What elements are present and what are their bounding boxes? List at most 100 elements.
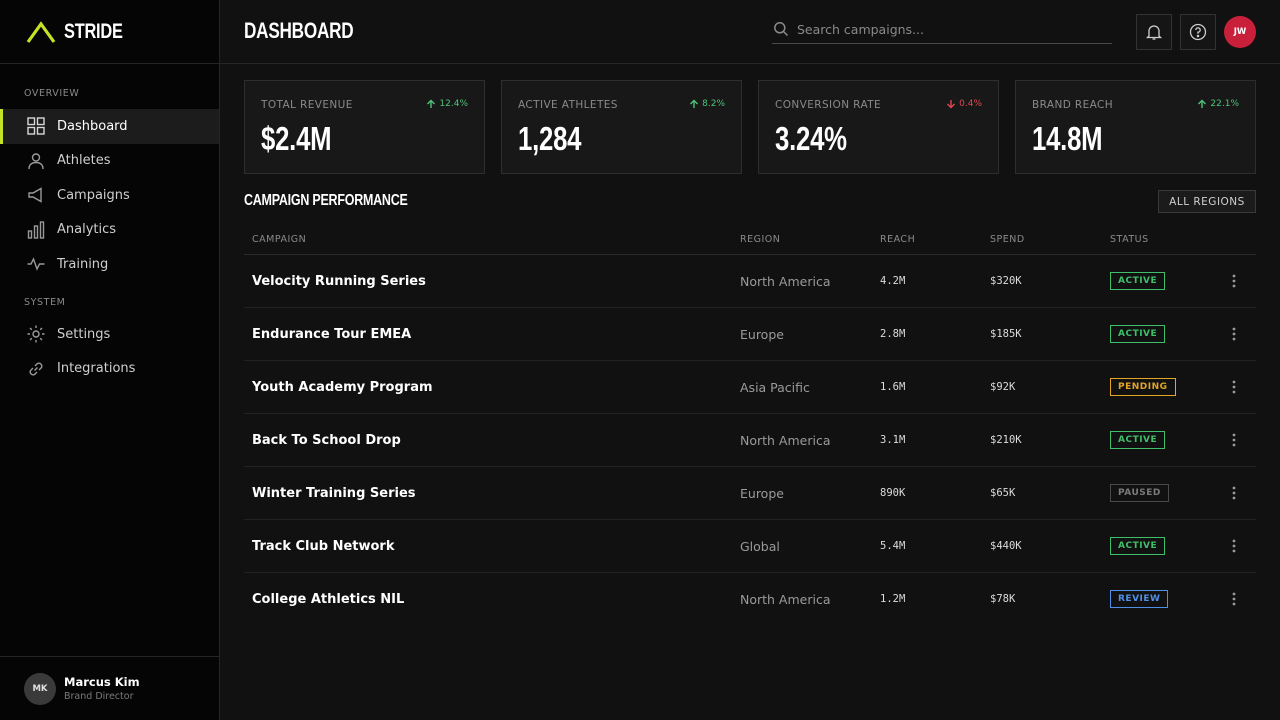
notifications-button[interactable]	[1136, 14, 1172, 50]
status-badge: ACTIVE	[1110, 431, 1166, 449]
campaign-name[interactable]: Youth Academy Program	[252, 379, 433, 395]
table-row[interactable]: College Athletics NIL North America 1.2M $7…	[244, 573, 1256, 626]
row-menu-button[interactable]	[1224, 361, 1244, 413]
table-header: CAMPAIGN REGION REACH SPEND STATUS	[244, 228, 1256, 255]
kpi-label: CONVERSION RATE	[775, 99, 882, 111]
campaign-spend: $65K	[990, 487, 1016, 499]
campaign-table: CAMPAIGN REGION REACH SPEND STATUS Veloc…	[244, 228, 1256, 626]
nav-section-overview: OVERVIEW	[24, 88, 80, 99]
bell-icon	[1145, 25, 1163, 40]
kpi-trend-value: 0.4%	[959, 99, 982, 109]
row-menu-button[interactable]	[1224, 467, 1244, 519]
kpi-trend-value: 12.4%	[439, 99, 468, 109]
column-header-campaign[interactable]: CAMPAIGN	[252, 234, 307, 245]
arrow-up-icon	[690, 99, 699, 108]
stride-logo-icon	[26, 20, 56, 43]
kpi-card-total-revenue[interactable]: TOTAL REVENUE 12.4% $2.4M	[244, 80, 485, 174]
current-user[interactable]: MK Marcus Kim Brand Director	[0, 656, 219, 720]
sidebar-item-label: Settings	[57, 326, 111, 342]
table-row[interactable]: Winter Training Series Europe 890K $65K PAUS…	[244, 467, 1256, 520]
dashboard-grid-icon	[27, 117, 45, 135]
status-badge: ACTIVE	[1110, 537, 1166, 555]
profile-avatar[interactable]: JW	[1224, 16, 1256, 48]
pulse-icon	[27, 257, 45, 272]
sidebar-item-campaigns[interactable]: Campaigns	[0, 178, 219, 213]
region-filter-button[interactable]: ALL REGIONS	[1158, 190, 1256, 213]
sidebar-item-dashboard[interactable]: Dashboard	[0, 109, 219, 144]
kpi-card-brand-reach[interactable]: BRAND REACH 22.1% 14.8M	[1015, 80, 1256, 174]
sidebar-item-settings[interactable]: Settings	[0, 317, 219, 352]
kpi-cards: TOTAL REVENUE 12.4% $2.4M ACTIVE ATHLETE…	[244, 80, 1256, 174]
row-menu-button[interactable]	[1224, 414, 1244, 466]
arrow-down-icon	[947, 100, 956, 109]
campaign-spend: $320K	[990, 275, 1022, 287]
status-badge: ACTIVE	[1110, 325, 1166, 343]
sidebar-item-label: Dashboard	[57, 118, 128, 134]
sidebar-item-athletes[interactable]: Athletes	[0, 144, 219, 179]
table-row[interactable]: Endurance Tour EMEA Europe 2.8M $185K ACTIVE	[244, 308, 1256, 361]
help-button[interactable]	[1180, 14, 1216, 50]
row-menu-button[interactable]	[1224, 573, 1244, 625]
column-header-reach[interactable]: REACH	[880, 234, 916, 245]
arrow-up-icon	[427, 99, 436, 108]
status-badge: ACTIVE	[1110, 272, 1166, 290]
kpi-trend: 0.4%	[946, 99, 982, 109]
column-header-spend[interactable]: SPEND	[990, 234, 1025, 245]
row-menu-button[interactable]	[1224, 520, 1244, 572]
kpi-card-conversion-rate[interactable]: CONVERSION RATE 0.4% 3.24%	[758, 80, 999, 174]
sidebar-item-analytics[interactable]: Analytics	[0, 213, 219, 248]
system-nav: Settings Integrations	[0, 317, 219, 386]
campaign-reach: 3.1M	[880, 434, 906, 446]
kpi-trend: 22.1%	[1197, 99, 1239, 109]
campaign-spend: $78K	[990, 593, 1016, 605]
table-row[interactable]: Back To School Drop North America 3.1M $210…	[244, 414, 1256, 467]
gear-icon	[27, 325, 45, 343]
nav-section-system: SYSTEM	[24, 297, 66, 308]
more-vertical-icon	[1232, 327, 1236, 341]
kpi-value: 3.24%	[775, 120, 847, 157]
page-title: DASHBOARD	[244, 18, 354, 43]
campaign-name[interactable]: Back To School Drop	[252, 432, 401, 448]
table-row[interactable]: Youth Academy Program Asia Pacific 1.6M $92…	[244, 361, 1256, 414]
campaign-region: North America	[740, 591, 831, 607]
status-cell: ACTIVE	[1110, 520, 1166, 572]
status-cell: REVIEW	[1110, 573, 1169, 625]
campaign-reach: 4.2M	[880, 275, 906, 287]
sidebar-item-training[interactable]: Training	[0, 247, 219, 282]
user-avatar: MK	[24, 672, 56, 705]
campaign-name[interactable]: Endurance Tour EMEA	[252, 326, 412, 342]
sidebar-item-label: Analytics	[57, 222, 117, 238]
kpi-card-active-athletes[interactable]: ACTIVE ATHLETES 8.2% 1,284	[501, 80, 742, 174]
status-badge: REVIEW	[1110, 590, 1169, 608]
top-header: DASHBOARD JW	[220, 0, 1280, 64]
kpi-trend: 8.2%	[689, 99, 725, 109]
campaign-name[interactable]: Track Club Network	[252, 538, 395, 554]
row-menu-button[interactable]	[1224, 308, 1244, 360]
column-header-status[interactable]: STATUS	[1110, 234, 1149, 245]
sidebar-item-label: Integrations	[57, 361, 136, 377]
kpi-label: ACTIVE ATHLETES	[518, 99, 618, 111]
campaign-spend: $92K	[990, 381, 1016, 393]
campaign-reach: 1.2M	[880, 593, 906, 605]
campaign-name[interactable]: Winter Training Series	[252, 485, 416, 501]
brand[interactable]: STRIDE	[0, 0, 219, 64]
status-badge: PENDING	[1110, 378, 1176, 396]
search-input[interactable]	[797, 21, 1097, 37]
status-cell: ACTIVE	[1110, 255, 1166, 307]
search-icon	[774, 22, 789, 37]
campaign-name[interactable]: Velocity Running Series	[252, 273, 426, 289]
campaign-name[interactable]: College Athletics NIL	[252, 591, 405, 607]
row-menu-button[interactable]	[1224, 255, 1244, 307]
campaign-reach: 1.6M	[880, 381, 906, 393]
status-cell: PENDING	[1110, 361, 1176, 413]
sidebar-item-integrations[interactable]: Integrations	[0, 352, 219, 387]
kpi-value: $2.4M	[261, 120, 332, 157]
column-header-region[interactable]: REGION	[740, 234, 781, 245]
campaign-region: Asia Pacific	[740, 379, 810, 395]
campaign-reach: 5.4M	[880, 540, 906, 552]
status-cell: ACTIVE	[1110, 414, 1166, 466]
campaign-region: Europe	[740, 326, 784, 342]
table-row[interactable]: Velocity Running Series North America 4.2M…	[244, 255, 1256, 308]
table-row[interactable]: Track Club Network Global 5.4M $440K ACTIVE	[244, 520, 1256, 573]
arrow-up-icon	[1198, 99, 1207, 108]
